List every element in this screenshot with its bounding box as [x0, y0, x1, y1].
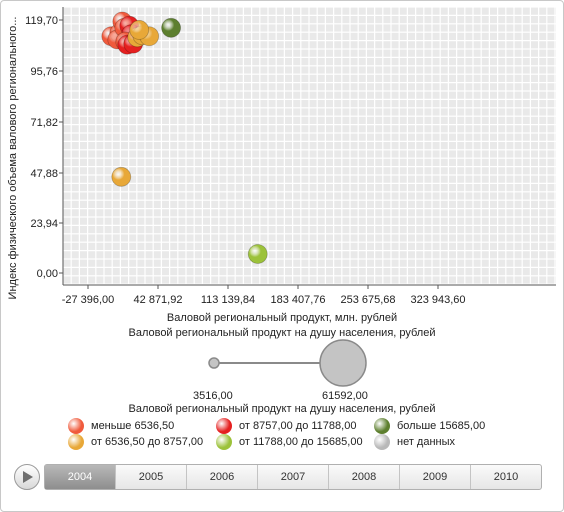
year-timeline[interactable]: 2004 2005 2006 2007 2008 2009 2010	[44, 464, 542, 490]
data-point[interactable]	[129, 20, 150, 40]
y-tick-label: 119,70	[25, 15, 58, 27]
y-tick-label: 0,00	[37, 268, 58, 280]
y-tick-label: 71,82	[30, 117, 58, 129]
x-tick-label: 323 943,60	[410, 294, 465, 306]
legend-label: от 8757,00 до 11788,00	[239, 420, 357, 432]
size-legend-min: 3516,00	[193, 390, 233, 402]
legend-dot	[68, 418, 84, 434]
timeline-year[interactable]: 2010	[493, 471, 519, 483]
size-legend-max: 61592,00	[322, 390, 368, 402]
x-axis-title: Валовой региональный продукт, млн. рубле…	[166, 312, 398, 324]
legend-dot	[374, 418, 390, 434]
y-tick-label: 95,76	[30, 66, 58, 78]
x-tick-label: 253 675,68	[340, 294, 395, 306]
scatter-chart: -27 396,00 42 871,92 113 139,84 183 407,76 2…	[7, 6, 556, 306]
size-legend-title: Валовой региональный продукт на душу нас…	[128, 327, 436, 339]
legend-dot	[374, 434, 390, 450]
data-point[interactable]	[247, 244, 268, 264]
size-legend-min-circle	[208, 357, 220, 369]
x-tick-label: 42 871,92	[134, 294, 183, 306]
color-legend-title: Валовой региональный продукт на душу нас…	[128, 403, 436, 415]
timeline-year[interactable]: 2005	[116, 465, 187, 489]
timeline-year[interactable]: 2007	[258, 465, 329, 489]
timeline-year[interactable]: 2008	[329, 465, 400, 489]
legend-dot	[216, 418, 232, 434]
legend-label: больше 15685,00	[397, 420, 486, 432]
x-tick-labels: -27 396,00 42 871,92 113 139,84 183 407,76 2…	[62, 285, 466, 306]
data-points	[101, 11, 268, 264]
play-button[interactable]	[14, 464, 40, 490]
legend-label: от 6536,50 до 8757,00	[91, 436, 204, 448]
legend-label: нет данных	[397, 436, 456, 448]
timeline-year[interactable]: 2004	[45, 465, 116, 489]
legend-dot	[68, 434, 84, 450]
data-point[interactable]	[161, 17, 181, 38]
size-legend-max-circle	[319, 339, 367, 387]
x-tick-label: 113 139,84	[201, 294, 255, 306]
legend-label: от 11788,00 до 15685,00	[239, 436, 363, 448]
legend-label: меньше 6536,50	[91, 420, 175, 432]
y-tick-label: 23,94	[30, 218, 58, 230]
size-legend	[208, 339, 367, 387]
timeline-year[interactable]: 2009	[400, 465, 471, 489]
legend-dot	[216, 434, 232, 450]
axes	[62, 7, 556, 286]
data-point[interactable]	[111, 166, 132, 187]
x-tick-label: -27 396,00	[62, 294, 115, 306]
y-axis-title: Индекс физического объема валового регио…	[7, 17, 19, 300]
timeline-year[interactable]: 2006	[187, 465, 258, 489]
y-tick-labels: 0,00 23,94 47,88 71,82 95,76 119,70	[25, 15, 63, 280]
y-tick-label: 47,88	[30, 168, 58, 180]
x-tick-label: 183 407,76	[270, 294, 325, 306]
play-icon	[23, 471, 33, 483]
